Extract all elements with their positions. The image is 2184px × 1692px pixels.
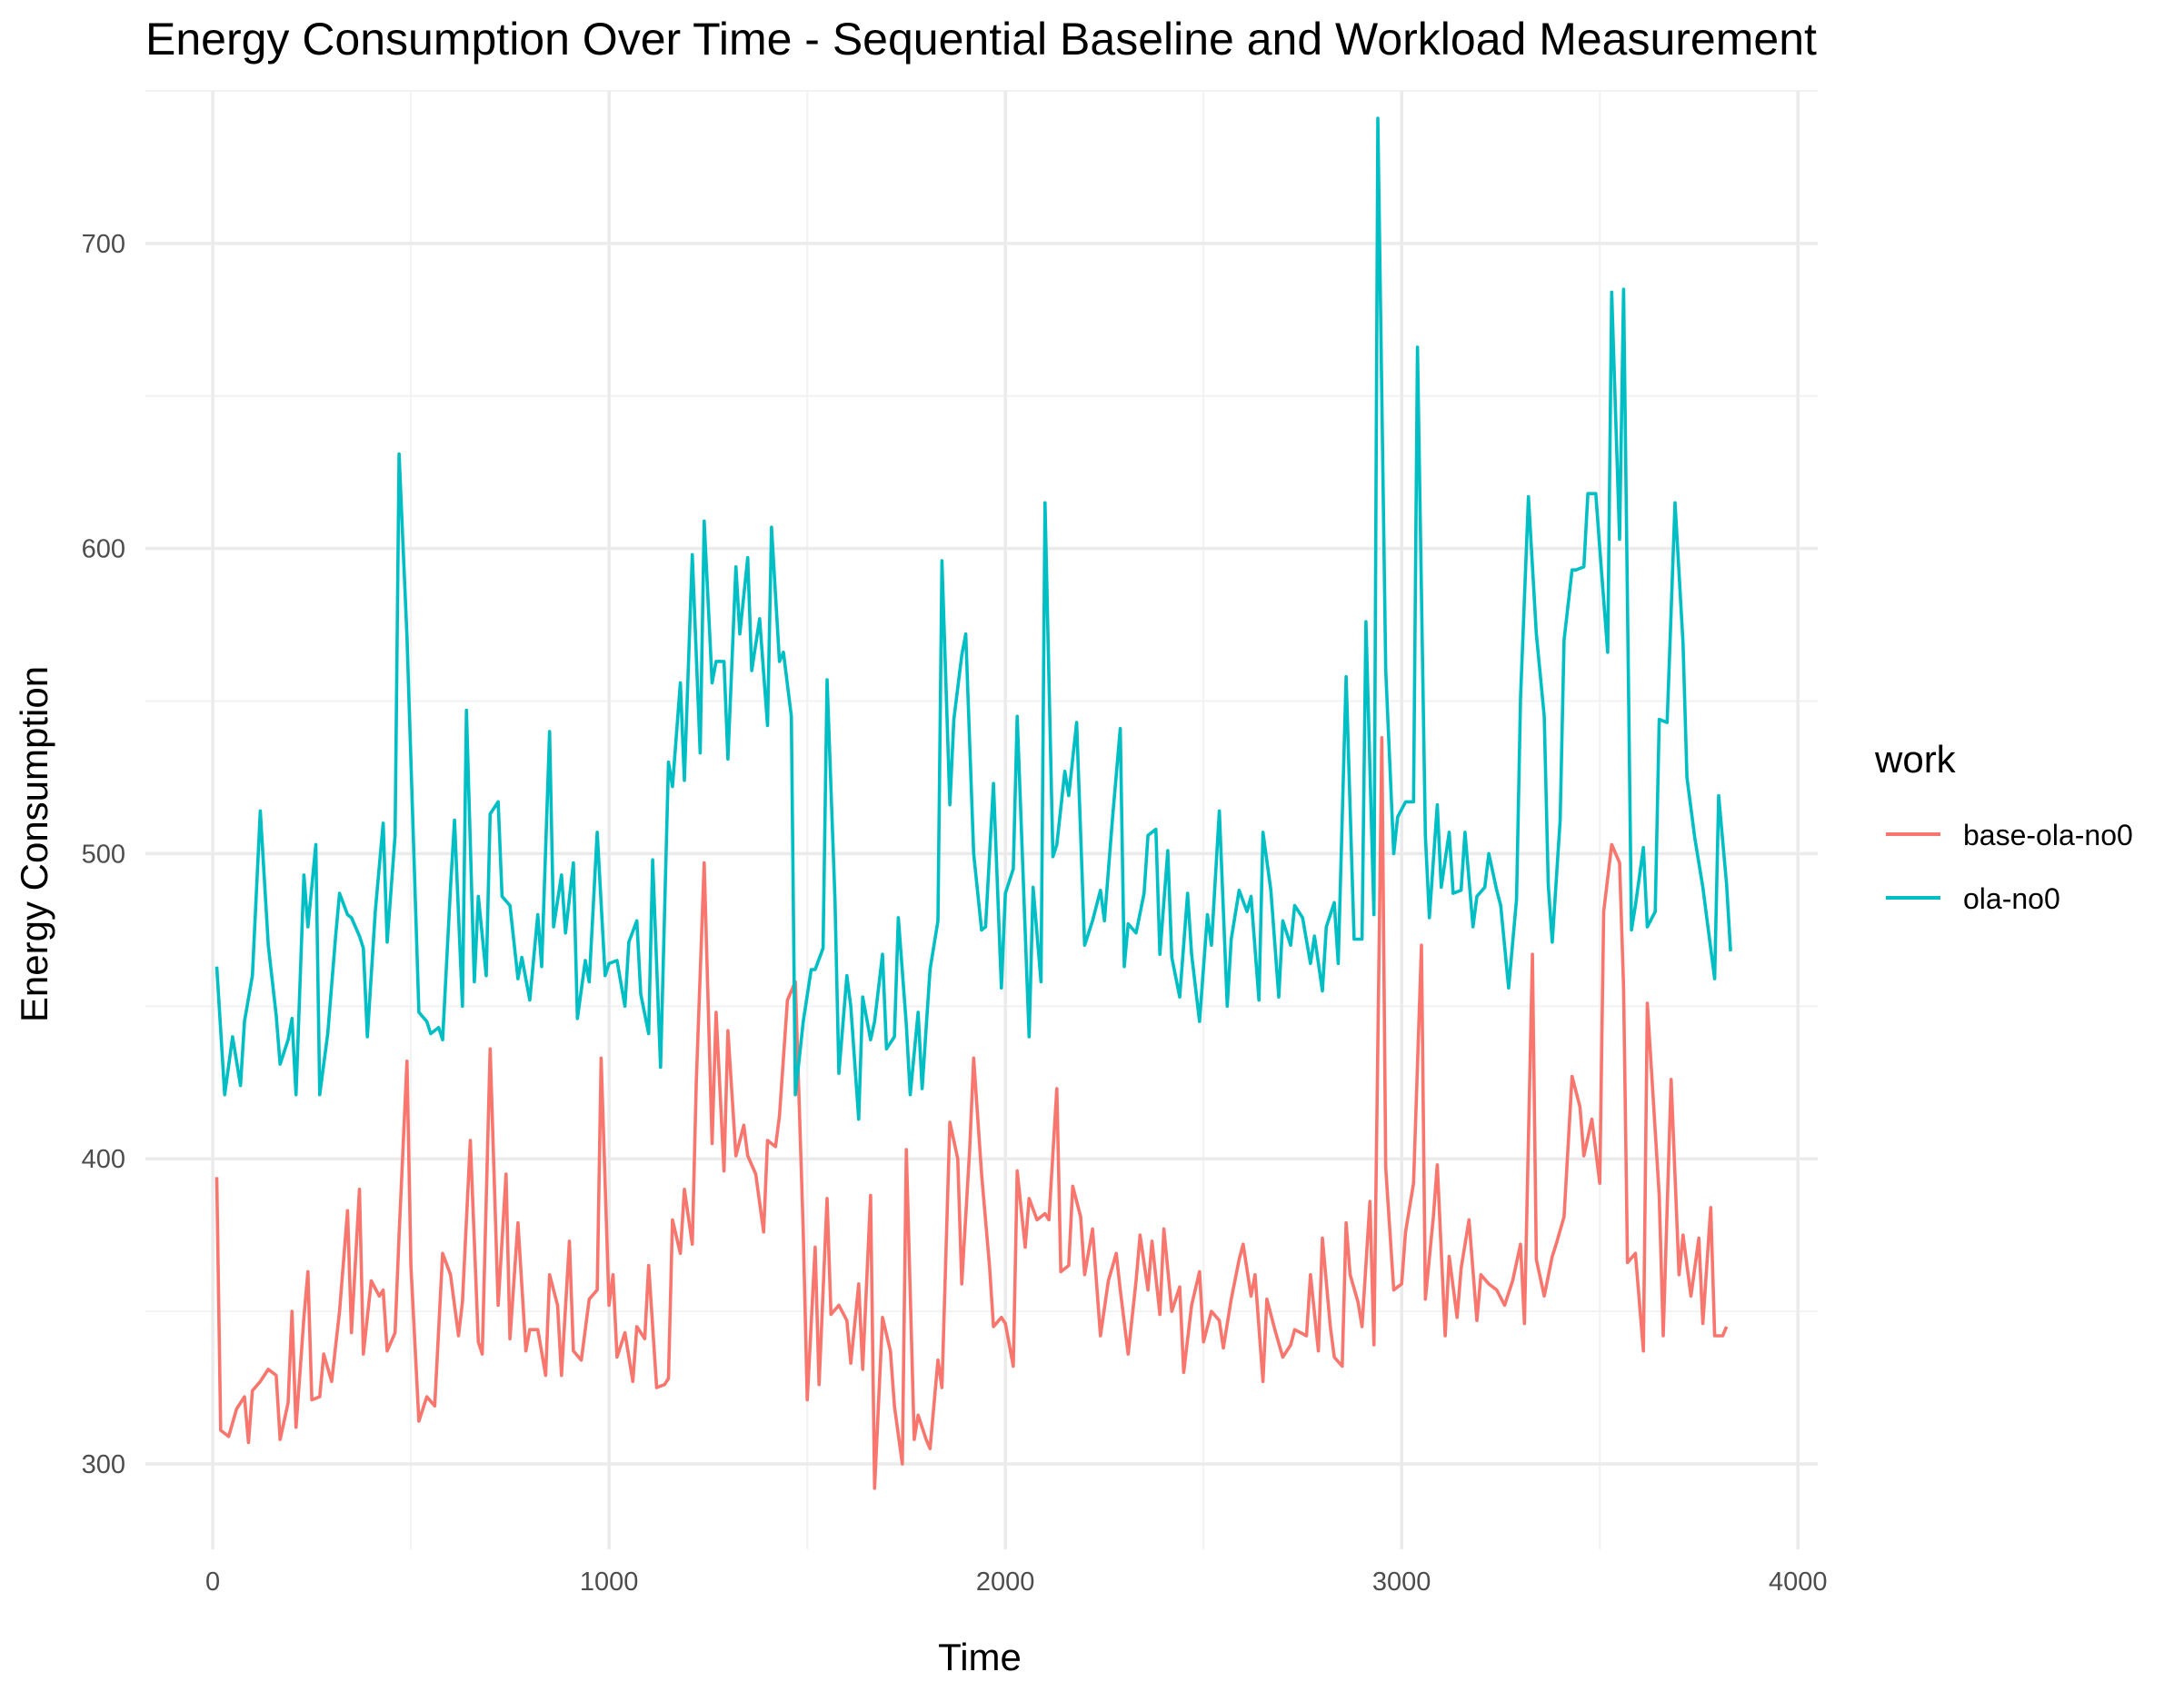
x-axis-tick-labels: 0 1000 2000 3000 4000 [205, 1568, 1827, 1597]
y-tick-label: 700 [82, 230, 125, 259]
x-axis-title: Time [938, 1636, 1022, 1678]
series-lines [214, 116, 1732, 1490]
chart-title: Energy Consumption Over Time - Sequentia… [145, 14, 1817, 65]
legend-label-base-ola-no0: base-ola-no0 [1963, 819, 2133, 851]
x-tick-label: 1000 [580, 1568, 639, 1597]
x-tick-label: 2000 [976, 1568, 1035, 1597]
y-tick-label: 500 [82, 840, 125, 869]
x-tick-label: 3000 [1372, 1568, 1431, 1597]
major-gridlines [145, 91, 1818, 1549]
legend: work base-ola-no0 ola-no0 [1874, 738, 2133, 915]
legend-title: work [1874, 738, 1957, 781]
y-tick-label: 400 [82, 1145, 125, 1174]
minor-gridlines [145, 90, 1818, 1549]
legend-label-ola-no0: ola-no0 [1963, 882, 2060, 915]
y-tick-label: 300 [82, 1450, 125, 1479]
series-line-ola-no0 [214, 116, 1732, 1121]
x-tick-label: 0 [205, 1568, 220, 1597]
series-line-base-ola-no0 [214, 736, 1729, 1490]
y-axis-title: Energy Consumption [13, 666, 55, 1022]
y-axis-tick-labels: 300 400 500 600 700 [82, 230, 125, 1479]
y-tick-label: 600 [82, 535, 125, 564]
x-tick-label: 4000 [1769, 1568, 1828, 1597]
